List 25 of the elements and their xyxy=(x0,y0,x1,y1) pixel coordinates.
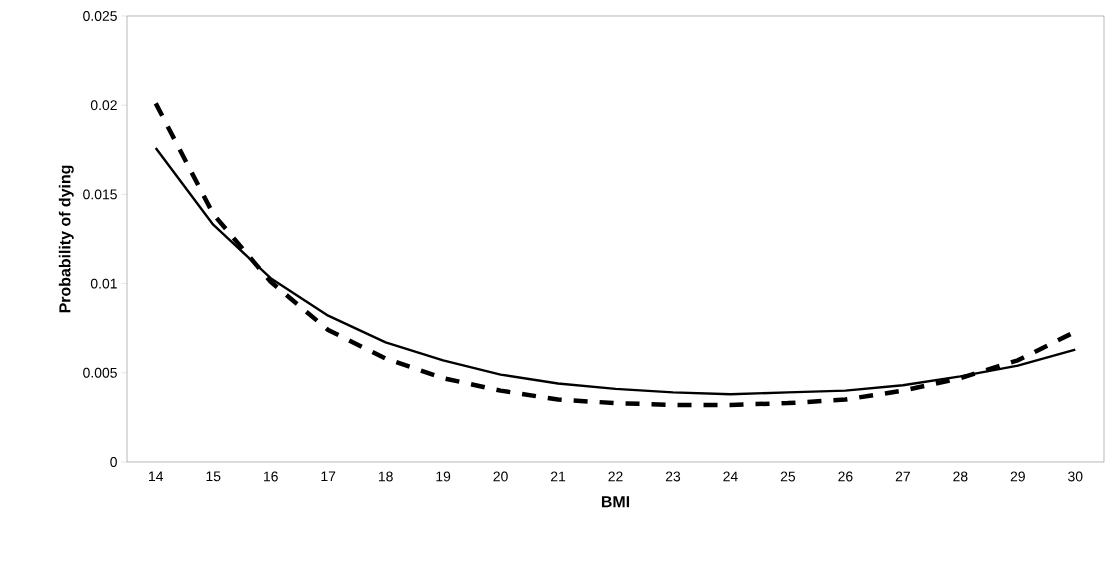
x-tick-label: 18 xyxy=(378,471,393,482)
x-tick-label: 26 xyxy=(838,471,853,482)
x-tick-label: 22 xyxy=(608,471,623,482)
x-tick-label: 21 xyxy=(550,471,566,482)
x-tick-label: 17 xyxy=(321,471,336,482)
x-tick-label: 29 xyxy=(1010,471,1025,482)
y-tick-label: 0.005 xyxy=(83,367,117,378)
y-tick-label: 0 xyxy=(110,457,117,467)
y-tick-label: 0.01 xyxy=(90,278,117,289)
x-tick-label: 23 xyxy=(665,471,681,482)
x-axis-title: BMI xyxy=(601,496,630,508)
x-tick-label: 14 xyxy=(149,471,164,482)
y-tick-label: 0.015 xyxy=(83,189,117,200)
y-axis-title: Probability of dying xyxy=(58,165,74,313)
x-tick-label: 15 xyxy=(206,471,221,482)
x-tick-label: 16 xyxy=(263,471,278,482)
y-tick-label: 0.025 xyxy=(83,11,117,21)
y-tick-label: 0.02 xyxy=(90,100,117,111)
x-tick-label: 30 xyxy=(1068,471,1083,482)
x-tick-label: 19 xyxy=(436,471,451,482)
x-tick-label: 25 xyxy=(780,471,796,482)
x-tick-label: 24 xyxy=(723,471,738,482)
x-tick-label: 28 xyxy=(953,471,968,482)
x-tick-label: 20 xyxy=(493,471,508,482)
x-tick-label: 27 xyxy=(895,471,910,482)
